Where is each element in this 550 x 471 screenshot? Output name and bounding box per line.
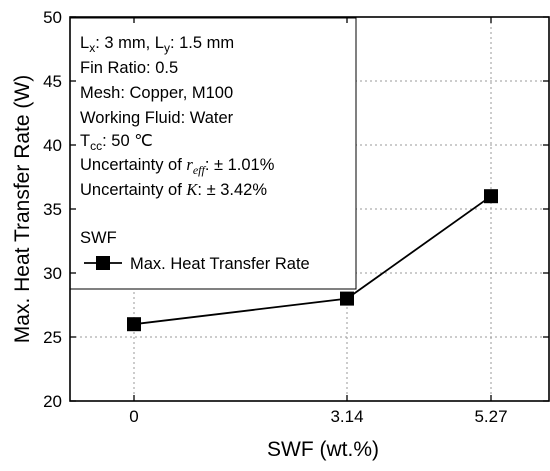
annotation-working-fluid: Working Fluid: Water xyxy=(80,109,234,127)
data-point xyxy=(127,317,141,332)
x-tick-label: 3.14 xyxy=(330,407,363,426)
y-tick-label: 30 xyxy=(43,264,62,283)
y-tick-label: 20 xyxy=(43,392,62,411)
annotation-uncertainty-k: Uncertainty of K: ± 3.42% xyxy=(80,180,267,199)
y-axis-title: Max. Heat Transfer Rate (W) xyxy=(11,75,34,343)
y-tick-label: 45 xyxy=(43,72,62,91)
info-legend-box: Lx: 3 mm, Ly: 1.5 mm Fin Ratio: 0.5 Mesh… xyxy=(69,17,357,290)
y-tick-label: 35 xyxy=(43,200,62,219)
data-point xyxy=(340,291,354,306)
legend-series-label: Max. Heat Transfer Rate xyxy=(130,255,310,273)
y-tick-label: 40 xyxy=(43,136,62,155)
y-tick-label: 50 xyxy=(43,8,62,27)
annotation-dimensions: Lx: 3 mm, Ly: 1.5 mm xyxy=(80,34,234,55)
x-tick-label: 0 xyxy=(129,407,138,426)
axes: 20 25 30 35 40 45 50 0 3.14 5.27 xyxy=(43,8,550,426)
y-tick-label: 25 xyxy=(43,328,62,347)
annotation-fin-ratio: Fin Ratio: 0.5 xyxy=(80,59,178,77)
x-tick-label: 5.27 xyxy=(474,407,507,426)
annotation-uncertainty-reff: Uncertainty of reff: ± 1.01% xyxy=(80,155,275,177)
annotation-mesh: Mesh: Copper, M100 xyxy=(80,84,233,102)
data-point xyxy=(484,189,498,204)
annotation-temperature: Tcc: 50 ℃ xyxy=(80,132,153,153)
x-axis-title: SWF (wt.%) xyxy=(267,438,379,461)
legend-marker xyxy=(96,256,110,270)
data-layer xyxy=(127,189,498,332)
legend-title: SWF xyxy=(80,229,117,247)
